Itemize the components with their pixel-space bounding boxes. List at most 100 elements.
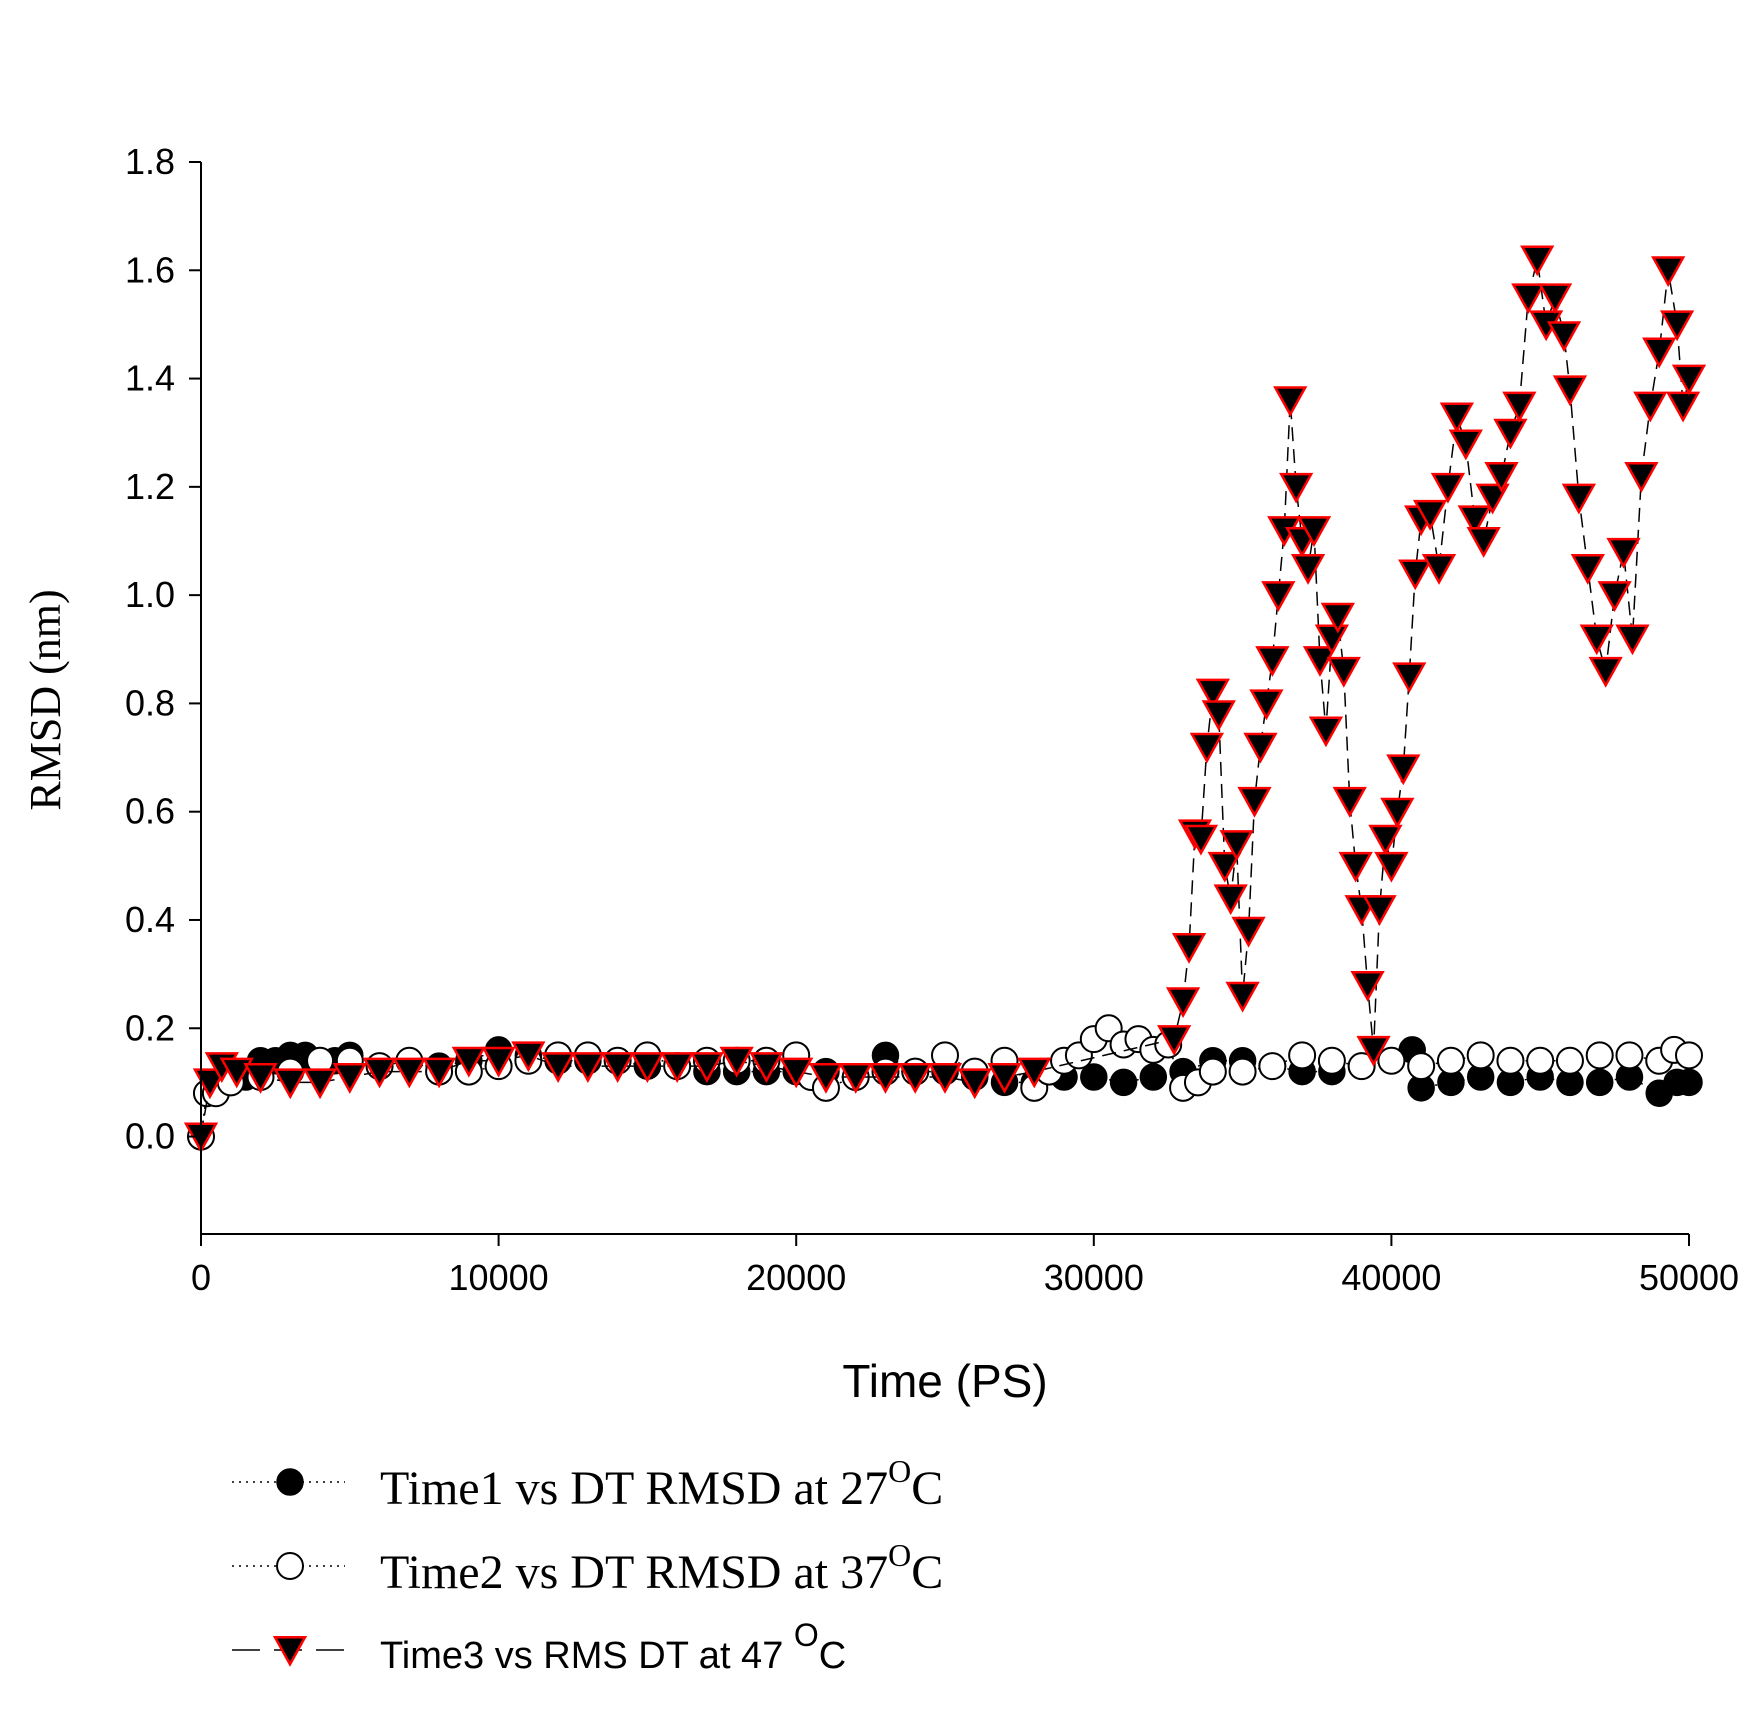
y-tick-label: 0.8 — [125, 682, 175, 723]
data-point — [1665, 391, 1701, 423]
data-point — [451, 1046, 486, 1078]
data-point — [1171, 933, 1207, 964]
y-tick-label: 1.2 — [125, 466, 175, 507]
data-point — [421, 1057, 457, 1089]
data-point — [1546, 321, 1582, 353]
data-point — [1380, 797, 1415, 829]
legend-label: Time2 vs DT RMSD at 37OC — [380, 1537, 943, 1599]
data-point — [1561, 483, 1597, 515]
data-point — [1356, 1035, 1391, 1067]
legend-marker — [276, 1468, 304, 1496]
legend-label-text: Time2 vs DT RMSD at 37 — [380, 1546, 888, 1599]
data-point — [1466, 526, 1501, 558]
x-tick-label: 20000 — [746, 1257, 846, 1298]
data-point — [1552, 375, 1588, 407]
data-point — [1189, 732, 1225, 764]
data-point — [1386, 754, 1421, 786]
data-point — [1288, 1041, 1317, 1070]
legend-label-tail: C — [819, 1635, 846, 1677]
data-point — [898, 1062, 933, 1094]
data-point — [1258, 1052, 1287, 1081]
data-point — [1273, 386, 1308, 418]
y-tick-label: 1.8 — [125, 141, 175, 182]
x-tick-label: 30000 — [1044, 1257, 1144, 1298]
x-tick-label: 0 — [191, 1257, 211, 1298]
y-tick-label: 0.6 — [125, 791, 175, 832]
legend-entry-1: Time1 vs DT RMSD at 27OC — [232, 1453, 943, 1515]
y-tick-label: 1.0 — [125, 574, 175, 615]
x-tick-label: 50000 — [1639, 1257, 1739, 1298]
data-point — [1165, 987, 1201, 1019]
data-point — [1439, 402, 1474, 434]
data-point — [1198, 1057, 1227, 1086]
data-point — [1475, 483, 1510, 515]
data-point — [1139, 1063, 1168, 1091]
y-axis-title: RMSD (nm) — [21, 589, 70, 810]
data-point — [1526, 1046, 1555, 1075]
data-point — [1597, 581, 1632, 612]
legend-label: Time1 vs DT RMSD at 27OC — [380, 1453, 943, 1515]
legend-label-tail: C — [911, 1462, 943, 1515]
data-point — [1606, 537, 1641, 569]
data-point — [302, 1068, 338, 1100]
data-point — [1675, 1068, 1703, 1097]
data-point — [1588, 656, 1623, 688]
data-point — [1213, 884, 1248, 916]
data-point — [1261, 581, 1296, 612]
legend-label-superscript: O — [888, 1537, 911, 1573]
data-point — [1633, 391, 1668, 423]
data-point — [1624, 462, 1659, 493]
data-point — [1290, 554, 1326, 585]
data-point — [1231, 916, 1266, 948]
data-point — [1249, 689, 1284, 721]
data-point — [192, 1068, 228, 1100]
series-3 — [183, 245, 1707, 1154]
data-point — [1484, 462, 1519, 493]
data-point — [481, 1046, 516, 1078]
data-point — [1579, 624, 1614, 656]
data-point — [1421, 554, 1457, 585]
data-point — [957, 1068, 992, 1100]
data-point — [1332, 786, 1367, 818]
data-point — [1362, 895, 1397, 926]
data-point — [1183, 824, 1219, 856]
data-point — [600, 1052, 635, 1083]
data-point — [1555, 1046, 1584, 1075]
data-point — [1520, 245, 1555, 277]
legend-label-text: Time1 vs DT RMSD at 27 — [380, 1462, 888, 1515]
data-point — [1368, 824, 1403, 856]
data-point — [1302, 646, 1338, 677]
data-point — [779, 1057, 814, 1089]
legend-label-tail: C — [911, 1546, 943, 1599]
data-point — [749, 1052, 784, 1083]
data-point — [1296, 516, 1332, 547]
data-point — [219, 1057, 254, 1089]
data-point — [630, 1052, 665, 1083]
data-point — [1157, 1025, 1192, 1056]
data-point — [1326, 656, 1361, 688]
data-point — [1502, 391, 1537, 423]
data-point — [1675, 1041, 1703, 1070]
x-tick-label: 40000 — [1341, 1257, 1441, 1298]
y-tick-label: 1.6 — [125, 249, 175, 290]
data-point — [1243, 732, 1278, 764]
data-point — [1671, 364, 1707, 396]
axes: 1.8 1.6 1.4 1.2 1.0 0.8 0.6 0.4 0.2 0.0 0 10000 200… — [21, 141, 1739, 1407]
data-point — [1377, 1046, 1406, 1075]
data-point — [808, 1062, 844, 1094]
data-point — [1017, 1057, 1052, 1089]
data-point — [362, 1057, 397, 1089]
data-point — [1374, 851, 1409, 883]
data-point — [1659, 310, 1695, 342]
data-point — [1448, 429, 1483, 461]
data-point — [1412, 499, 1448, 531]
data-point — [1615, 1041, 1644, 1070]
data-point — [1496, 1046, 1525, 1075]
data-point — [1347, 1052, 1376, 1081]
data-point — [868, 1062, 903, 1094]
plot-area — [183, 245, 1707, 1154]
data-point — [1237, 786, 1272, 818]
data-point — [1457, 505, 1492, 537]
